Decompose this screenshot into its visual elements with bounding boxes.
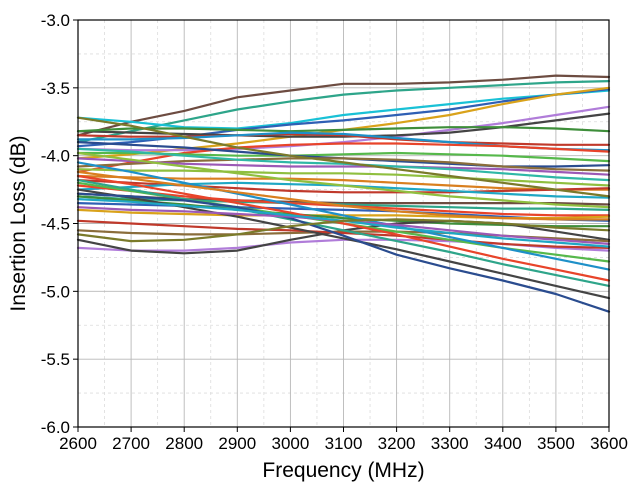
series-line-34 (76, 174, 611, 282)
x-tick-labels: 2600 2700 2800 2900 3000 3100 3200 3300 3400 3500… (59, 434, 628, 453)
series-line-8 (76, 126, 611, 133)
x-tick-label: 3200 (378, 434, 416, 453)
series-line-3 (76, 89, 611, 130)
x-tick-label: 2700 (112, 434, 150, 453)
y-tick-label: -5.5 (41, 350, 70, 369)
y-tick-label: -4.0 (41, 147, 70, 166)
series-line-33 (76, 161, 611, 271)
series-line-6 (76, 105, 611, 152)
axis-ticks (73, 19, 610, 432)
series-line-15 (76, 157, 611, 176)
x-tick-label: 3600 (590, 434, 628, 453)
x-tick-label: 3000 (271, 434, 309, 453)
x-axis-title: Frequency (MHz) (262, 459, 424, 482)
x-tick-label: 2900 (218, 434, 256, 453)
y-tick-label: -5.0 (41, 282, 70, 301)
x-tick-label: 3300 (431, 434, 469, 453)
series-line-21 (76, 116, 611, 198)
y-tick-label: -3.5 (41, 79, 70, 98)
series-line-35 (76, 179, 611, 287)
x-tick-label: 2800 (165, 434, 203, 453)
x-tick-label: 2600 (59, 434, 97, 453)
series-layer (76, 74, 611, 313)
x-tick-label: 3400 (484, 434, 522, 453)
series-line-9 (76, 132, 611, 146)
series-line-39 (76, 151, 611, 209)
series-line-38 (76, 170, 611, 221)
series-line-37 (76, 192, 611, 313)
series-line-42 (76, 218, 611, 243)
y-tick-label: -3.0 (41, 11, 70, 30)
series-line-2 (76, 80, 611, 144)
y-axis-title: Insertion Loss (dB) (7, 135, 30, 311)
series-line-1 (76, 74, 611, 137)
series-line-31 (76, 219, 611, 249)
y-tick-labels: -3.0 -3.5 -4.0 -4.5 -5.0 -5.5 -6.0 (41, 11, 70, 437)
y-tick-label: -4.5 (41, 215, 70, 234)
x-tick-label: 3500 (537, 434, 575, 453)
series-line-17 (76, 168, 611, 187)
x-tick-label: 3100 (325, 434, 363, 453)
series-line-16 (76, 147, 611, 182)
y-tick-label: -6.0 (41, 418, 70, 437)
series-line-11 (76, 142, 611, 173)
